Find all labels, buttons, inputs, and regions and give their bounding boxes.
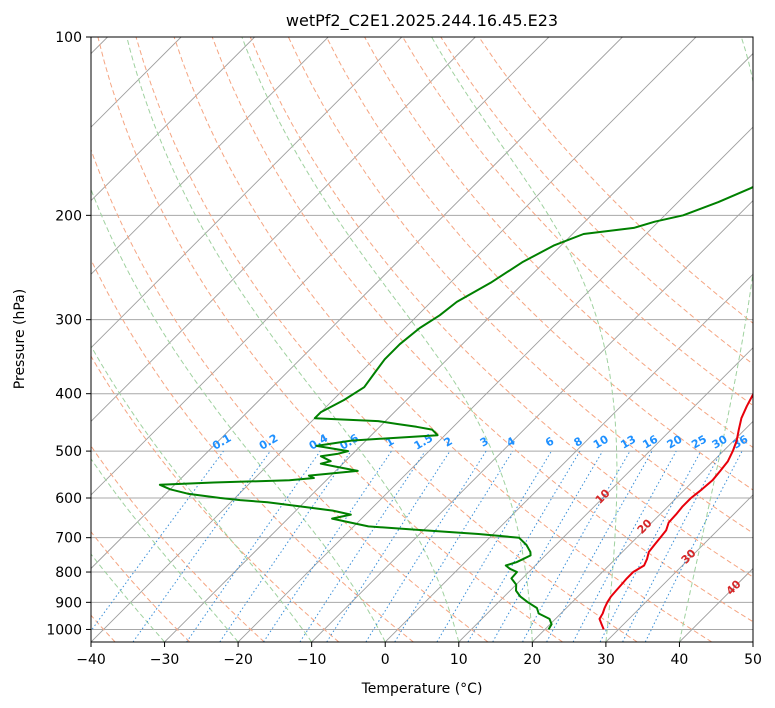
mixing-ratio-line [546, 450, 653, 642]
y-tick-label: 900 [55, 595, 82, 611]
axis-ticks: −40 −30 −20 −10 0 10 20 30 40 50 100 200 300 400 500 60… [46, 30, 762, 668]
mixing-ratio-line [394, 450, 514, 642]
x-tick-label: 50 [744, 652, 762, 668]
dry-adiabat-line [91, 531, 191, 642]
dry-adiabat-line [91, 355, 340, 642]
profile-lines [158, 185, 753, 630]
dewpoint-line [158, 185, 753, 630]
plot-frame [90, 36, 754, 643]
x-tick-label: 10 [450, 652, 468, 668]
background-lines [91, 37, 753, 642]
dry-adiabat-line [249, 37, 753, 578]
dry-adiabat-line [478, 37, 753, 324]
moist-adiabat-line [91, 345, 313, 642]
x-tick-label: 20 [523, 652, 541, 668]
moist-adiabat-line [678, 37, 753, 642]
x-axis-label: Temperature (°C) [361, 681, 483, 697]
isotherm-line [458, 347, 753, 642]
isotherm-line [384, 273, 753, 642]
isotherm-line [91, 37, 255, 202]
y-tick-label: 400 [55, 387, 82, 403]
mixing-ratio-line [572, 450, 677, 642]
isotherm-line [164, 52, 753, 642]
isotherm-line [91, 37, 329, 275]
mixing-ratio-line [644, 450, 743, 642]
mixing-ratio-line [522, 450, 631, 642]
dry-adiabat-line [97, 37, 563, 642]
moist-adiabat-line [126, 37, 460, 642]
y-tick-label: 300 [55, 313, 82, 329]
mixing-ratio-line [186, 450, 321, 642]
dry-adiabat-line [135, 37, 638, 642]
isotherm-line [91, 37, 623, 570]
isotherm-line [91, 37, 403, 349]
y-axis-label: Pressure (hPa) [12, 289, 28, 389]
isotherm-line [532, 420, 753, 642]
mixing-ratio-line [263, 450, 392, 642]
dry-adiabat-line [211, 37, 753, 623]
y-tick-label: 700 [55, 531, 82, 547]
dry-adiabat-line [173, 37, 713, 642]
chart-title: wetPf2_C2E1.2025.244.16.45.E23 [286, 11, 558, 31]
x-tick-label: 0 [381, 652, 390, 668]
plot-area [91, 37, 753, 642]
moist-adiabat-line [431, 37, 618, 642]
y-tick-label: 100 [55, 30, 82, 46]
y-tick-label: 600 [55, 491, 82, 507]
moist-adiabat-line [91, 188, 386, 642]
temperature-line [598, 392, 753, 630]
mixing-ratio-line [132, 450, 271, 642]
dry-adiabat-line [91, 445, 265, 642]
x-tick-label: −10 [297, 652, 327, 668]
dry-adiabat-line [402, 37, 753, 407]
y-tick-label: 1000 [46, 622, 82, 638]
isotherm-line [91, 37, 697, 642]
moist-adiabat-line [241, 37, 533, 642]
dry-adiabat-line [91, 258, 414, 642]
dry-adiabat-line [326, 37, 753, 491]
moist-adiabat-line [91, 458, 239, 642]
mixing-ratio-line [326, 450, 451, 642]
isotherm-line [605, 494, 753, 642]
x-tick-label: 30 [597, 652, 615, 668]
mixing-ratio-line [219, 450, 352, 642]
mixing-ratio-line [299, 450, 426, 642]
mixing-ratio-line [91, 450, 224, 632]
y-tick-label: 500 [55, 444, 82, 460]
x-tick-label: −40 [76, 652, 106, 668]
y-tick-label: 200 [55, 208, 82, 224]
isotherm-line [237, 126, 753, 642]
x-tick-label: −20 [223, 652, 253, 668]
isotherm-line [91, 37, 476, 422]
x-tick-label: 40 [671, 652, 689, 668]
isotherm-line [91, 37, 550, 496]
y-tick-label: 800 [55, 565, 82, 581]
dry-adiabat-line [91, 148, 489, 642]
x-tick-label: −30 [150, 652, 180, 668]
